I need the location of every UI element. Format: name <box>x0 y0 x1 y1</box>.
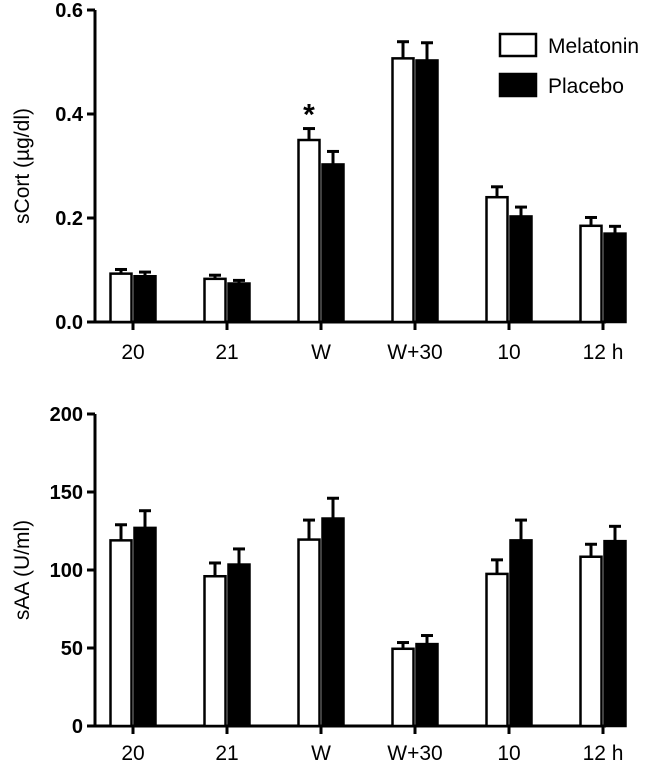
y-tick-label: 0 <box>72 716 83 738</box>
bar-placebo <box>321 163 345 324</box>
bar-melatonin <box>203 574 227 728</box>
bar-placebo <box>415 642 439 728</box>
category-label: 21 <box>215 742 238 764</box>
y-tick-label: 0.0 <box>55 312 83 334</box>
y-axis-title: sAA (U/ml) <box>11 520 34 620</box>
legend-swatch-placebo <box>498 72 538 98</box>
y-tick-label: 0.6 <box>55 0 83 22</box>
bar-placebo <box>321 517 345 728</box>
legend-swatch-melatonin <box>498 32 538 58</box>
category-label: 21 <box>215 341 238 364</box>
bar-melatonin <box>391 57 415 324</box>
category-label: 20 <box>121 742 144 764</box>
bar-melatonin <box>297 538 321 728</box>
bar-placebo <box>509 215 533 324</box>
bar-melatonin <box>297 138 321 324</box>
category-label: W+30 <box>387 341 442 364</box>
legend-label: Placebo <box>548 75 624 98</box>
bar-placebo <box>603 232 627 324</box>
category-label: 12 h <box>583 742 624 764</box>
bar-placebo <box>603 539 627 728</box>
bar-melatonin <box>579 555 603 728</box>
bar-placebo <box>227 282 251 324</box>
bar-melatonin <box>109 272 133 324</box>
category-label: W <box>311 341 331 364</box>
bar-melatonin <box>109 539 133 728</box>
bar-melatonin <box>485 195 509 324</box>
category-label: W+30 <box>387 742 442 764</box>
bar-melatonin <box>203 277 227 324</box>
bar-melatonin <box>579 224 603 324</box>
category-label: 20 <box>121 341 144 364</box>
y-tick-label: 0.2 <box>55 208 83 230</box>
y-tick-label: 50 <box>61 638 83 660</box>
category-label: 10 <box>497 341 520 364</box>
category-label: 10 <box>497 742 520 764</box>
y-tick-label: 100 <box>50 560 83 582</box>
category-label: 12 h <box>583 341 624 364</box>
y-tick-label: 150 <box>50 482 83 504</box>
bar-placebo <box>509 539 533 728</box>
bar-placebo <box>133 274 157 324</box>
bar-placebo <box>415 59 439 324</box>
bar-placebo <box>133 526 157 728</box>
bar-melatonin <box>391 647 415 728</box>
significance-marker: * <box>303 99 315 132</box>
bar-placebo <box>227 563 251 728</box>
cortisol-chart: 0.0 0.2 0.4 0.6 sCort (µg/dl) 20 21 W W+30 10 12 h… <box>11 0 639 364</box>
y-axis-title: sCort (µg/dl) <box>11 108 34 224</box>
y-tick-label: 200 <box>50 404 83 426</box>
amylase-chart: 0 50 100 150 200 sAA (U/ml) 20 21 W W+30 10 12 h <box>11 404 627 764</box>
y-tick-label: 0.4 <box>55 104 84 126</box>
category-label: W <box>311 742 331 764</box>
bar-melatonin <box>485 572 509 728</box>
legend-label: Melatonin <box>548 35 639 58</box>
